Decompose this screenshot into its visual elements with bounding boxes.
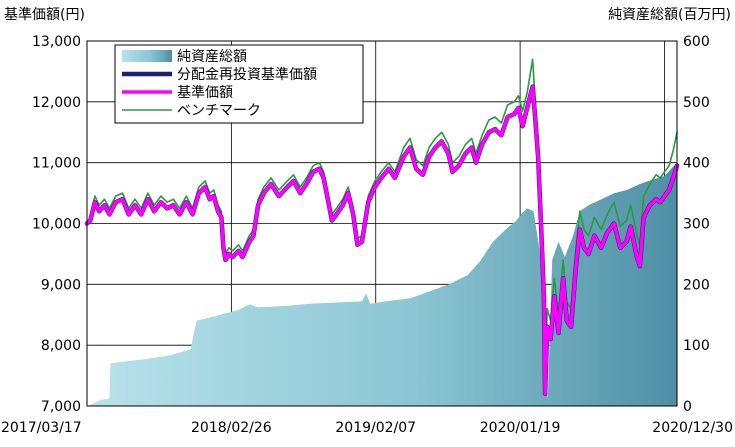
aum-area-layer — [87, 162, 677, 406]
x-tick-label: 2020/12/30 — [652, 420, 733, 436]
right-tick-label: 0 — [683, 399, 692, 415]
right-tick-label: 500 — [683, 95, 710, 111]
series-aum-area — [87, 162, 677, 406]
right-tick-label: 300 — [683, 217, 710, 233]
legend-label-nav: 基準価額 — [177, 84, 233, 101]
x-tick-label: 2020/01/19 — [480, 420, 561, 436]
left-tick-label: 11,000 — [32, 156, 81, 172]
left-tick-label: 7,000 — [41, 399, 81, 415]
right-tick-label: 100 — [683, 338, 710, 354]
right-tick-label: 600 — [683, 34, 710, 50]
left-tick-label: 8,000 — [41, 338, 81, 354]
legend-label-aum: 純資産総額 — [177, 49, 247, 65]
plot-frame — [86, 40, 678, 407]
left-tick-label: 13,000 — [32, 34, 81, 50]
left-tick-label: 12,000 — [32, 95, 81, 111]
legend-label-reinvested: 分配金再投資基準価額 — [177, 66, 317, 83]
x-tick-label: 2017/03/17 — [1, 420, 82, 436]
series-nav-line — [85, 84, 679, 396]
right-tick-label: 200 — [683, 277, 710, 293]
left-axis-title: 基準価額(円) — [4, 6, 85, 23]
right-tick-label: 400 — [683, 156, 710, 172]
right-axis-title: 純資産総額(百万円) — [608, 7, 731, 23]
left-tick-label: 9,000 — [41, 277, 81, 293]
x-tick-label: 2019/02/07 — [335, 420, 416, 436]
x-tick-label: 2018/02/26 — [191, 420, 272, 436]
line-series-layer — [84, 58, 680, 397]
left-tick-label: 10,000 — [32, 217, 81, 233]
axis-labels: 7,000 0 8,000 100 9,000 200 10,000 300 11,000 400… — [1, 34, 733, 436]
legend-key-aum — [122, 50, 172, 62]
legend-label-benchmark: ベンチマーク — [177, 103, 261, 119]
